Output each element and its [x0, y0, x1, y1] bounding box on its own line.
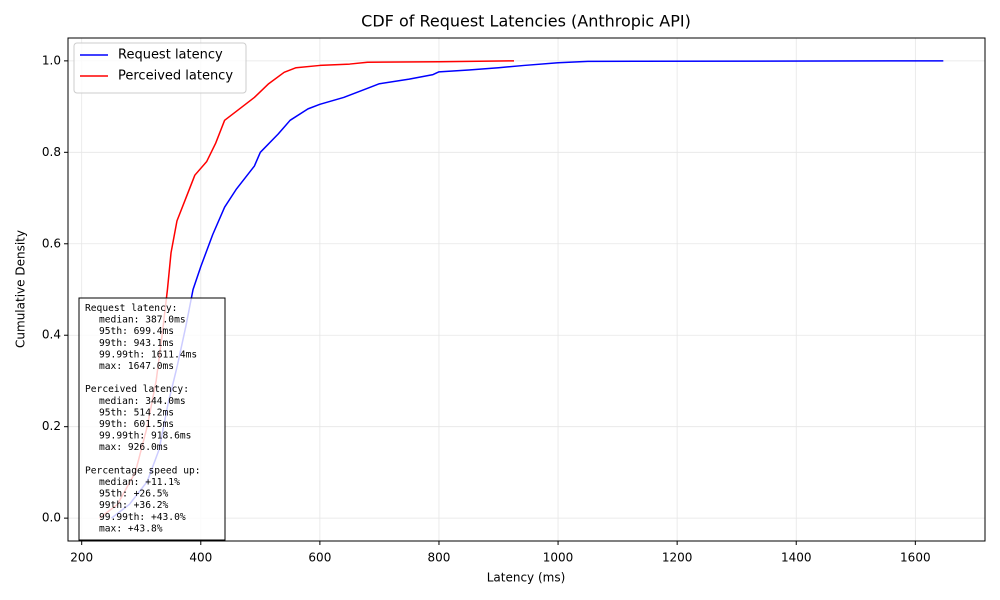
annotation-line: median: 387.0ms — [99, 315, 186, 326]
annotation-line: max: 1647.0ms — [99, 361, 174, 372]
legend-frame — [73, 42, 247, 94]
annotation-line: median: 344.0ms — [99, 396, 186, 407]
chart-title: CDF of Request Latencies (Anthropic API) — [361, 12, 691, 31]
annotation-line: 95th: +26.5% — [99, 489, 169, 500]
annotation-line: median: +11.1% — [99, 477, 180, 488]
annotation-line: 99th: 601.5ms — [99, 419, 174, 430]
annotation-line: 95th: 514.2ms — [99, 407, 174, 418]
y-axis-label: Cumulative Density — [14, 230, 28, 348]
annotation-heading: Perceived latency: — [85, 384, 189, 395]
annotation-line: max: 926.0ms — [99, 442, 168, 453]
y-tick-label: 0.2 — [42, 419, 61, 433]
y-tick-label: 0.4 — [42, 328, 61, 342]
annotation-line: max: +43.8% — [99, 523, 163, 534]
x-tick-label: 1200 — [662, 551, 693, 565]
x-axis-label: Latency (ms) — [487, 571, 566, 585]
annotation-frame — [78, 297, 226, 541]
y-tick-label: 0.0 — [42, 511, 61, 525]
annotation-line: 99.99th: +43.0% — [99, 512, 186, 523]
annotation-heading: Request latency: — [85, 303, 177, 314]
y-tick-label: 1.0 — [42, 53, 61, 67]
x-tick-label: 600 — [308, 551, 331, 565]
plot-frame — [67, 37, 986, 542]
annotation-line: 99.99th: 1611.4ms — [99, 349, 197, 360]
annotation-line: 99th: +36.2% — [99, 500, 169, 511]
annotation-line: 99th: 943.1ms — [99, 338, 174, 349]
x-tick-label: 200 — [70, 551, 93, 565]
y-tick-label: 0.6 — [42, 236, 61, 250]
annotation-line: 95th: 699.4ms — [99, 326, 174, 337]
y-tick-label: 0.8 — [42, 145, 61, 159]
x-tick-label: 1000 — [543, 551, 574, 565]
x-tick-label: 800 — [428, 551, 451, 565]
annotation-heading: Percentage speed up: — [85, 465, 201, 476]
legend-label: Request latency — [118, 48, 223, 63]
x-tick-label: 1400 — [781, 551, 812, 565]
x-tick-label: 400 — [189, 551, 212, 565]
legend-label: Perceived latency — [118, 69, 233, 84]
annotation-line: 99.99th: 918.6ms — [99, 431, 191, 442]
x-tick-label: 1600 — [900, 551, 931, 565]
